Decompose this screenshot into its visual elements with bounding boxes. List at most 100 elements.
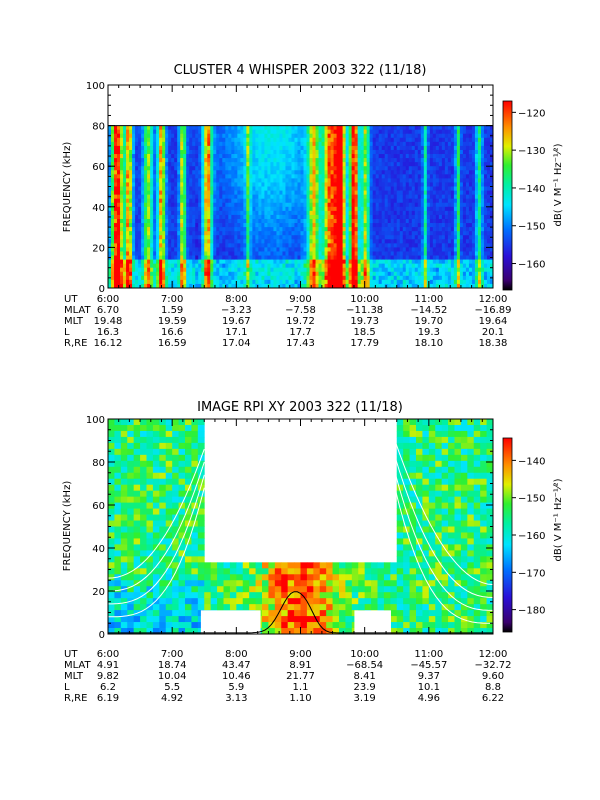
spectrogram-cell (231, 141, 235, 147)
spectrogram-cell (222, 125, 226, 131)
spectrogram-cell (219, 158, 223, 163)
spectrogram-cell (297, 166, 301, 171)
spectrogram-cell (399, 271, 404, 277)
spectrogram-cell (420, 190, 425, 196)
spectrogram-cell (297, 186, 301, 191)
spectrogram-cell (477, 149, 482, 155)
spectrogram-cell (447, 158, 452, 163)
spectrogram-cell (399, 210, 404, 216)
spectrogram-cell (270, 218, 274, 224)
spectrogram-cell (138, 125, 142, 131)
spectrogram-cell (270, 194, 274, 200)
spectrogram-cell (153, 158, 157, 163)
spectrogram-cell (162, 174, 166, 179)
spectrogram-cell (327, 133, 331, 139)
spectrogram-cell (423, 231, 428, 236)
spectrogram-cell (111, 190, 115, 196)
spectrogram-cell (369, 235, 374, 240)
spectrogram-cell (297, 263, 301, 269)
spectrogram-cell (240, 247, 244, 252)
spectrogram-cell (378, 174, 383, 179)
spectrogram-cell (165, 190, 169, 196)
spectrogram-cell (360, 129, 365, 135)
spectrogram-cell (414, 149, 419, 155)
spectrogram-cell (114, 170, 118, 175)
spectrogram-cell (276, 218, 280, 224)
spectrogram-cell (444, 174, 449, 179)
spectrogram-cell (432, 166, 437, 171)
spectrogram-cell (438, 194, 443, 200)
spectrogram-cell (267, 129, 271, 135)
spectrogram-cell (369, 149, 374, 155)
spectrogram-cell (120, 198, 124, 204)
spectrogram-cell (288, 206, 292, 212)
spectrogram-cell (171, 198, 175, 204)
spectrogram-cell (216, 154, 220, 159)
spectrogram-cell (276, 283, 280, 288)
spectrogram-cell (459, 275, 464, 281)
spectrogram-cell (354, 218, 359, 224)
spectrogram-cell (261, 255, 265, 260)
spectrogram-cell (417, 186, 422, 191)
spectrogram-cell (426, 223, 431, 228)
spectrogram-cell (264, 186, 268, 191)
spectrogram-cell (168, 170, 172, 175)
spectrogram-cell (414, 170, 419, 175)
spectrogram-cell (258, 279, 262, 285)
spectrogram-cell (384, 129, 389, 135)
spectrogram-cell (294, 162, 298, 167)
spectrogram-cell (432, 243, 437, 248)
spectrogram-cell (321, 251, 325, 256)
spectrogram-cell (159, 194, 163, 200)
spectrogram-cell (342, 174, 347, 179)
spectrogram-cell (273, 178, 277, 183)
spectrogram-cell (339, 223, 344, 228)
spectrogram-cell (276, 141, 280, 147)
spectrogram-cell (372, 154, 377, 159)
spectrogram-cell (327, 141, 331, 147)
spectrogram-cell (159, 218, 163, 224)
spectrogram-cell (417, 154, 422, 159)
spectrogram-cell (342, 194, 347, 200)
spectrogram-cell (195, 149, 199, 155)
spectrogram-cell (330, 255, 334, 260)
spectrogram-cell (225, 239, 229, 244)
spectrogram-cell (480, 210, 485, 216)
spectrogram-cell (471, 133, 476, 139)
spectrogram-cell (159, 129, 163, 135)
spectrogram-cell (156, 182, 160, 187)
spectrogram-cell (279, 283, 283, 288)
spectrogram-cell (429, 170, 434, 175)
spectrogram-cell (456, 218, 461, 224)
spectrogram-cell (240, 158, 244, 163)
spectrogram-cell (393, 174, 398, 179)
spectrogram-cell (312, 133, 316, 139)
spectrogram-cell (117, 202, 121, 208)
spectrogram-cell (336, 206, 340, 212)
spectrogram-cell (354, 223, 359, 228)
spectrogram-cell (231, 174, 235, 179)
spectrogram-cell (471, 263, 476, 269)
spectrogram-cell (321, 137, 325, 143)
spectrogram-cell (258, 198, 262, 204)
spectrogram-cell (171, 166, 175, 171)
spectrogram-cell (291, 263, 295, 269)
spectrogram-cell (135, 174, 139, 179)
spectrogram-cell (240, 162, 244, 167)
spectrogram-cell (444, 235, 449, 240)
spectrogram-cell (114, 239, 118, 244)
spectrogram-cell (357, 190, 362, 196)
spectrogram-cell (243, 125, 247, 131)
spectrogram-cell (336, 182, 340, 187)
spectrogram-cell (468, 227, 473, 232)
spectrogram-cell (420, 178, 425, 183)
spectrogram-cell (426, 267, 431, 273)
spectrogram-cell (207, 263, 211, 269)
spectrogram-cell (174, 137, 178, 143)
spectrogram-cell (474, 279, 479, 285)
spectrogram-cell (465, 239, 470, 244)
spectrogram-cell (315, 243, 319, 248)
spectrogram-cell (264, 279, 268, 285)
spectrogram-cell (237, 190, 241, 196)
spectrogram-cell (399, 149, 404, 155)
